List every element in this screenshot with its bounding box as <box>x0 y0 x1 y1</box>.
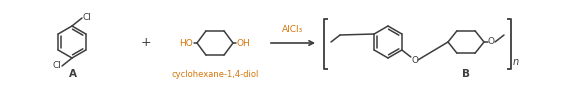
Text: O: O <box>487 37 495 46</box>
Text: A: A <box>69 69 77 79</box>
Text: n: n <box>513 57 519 67</box>
Text: Cl: Cl <box>52 61 61 70</box>
Text: AlCl₃: AlCl₃ <box>283 25 304 34</box>
Text: +: + <box>141 36 152 49</box>
Text: HO: HO <box>179 39 193 48</box>
Text: Cl: Cl <box>83 14 92 23</box>
Text: cyclohexane-1,4-diol: cyclohexane-1,4-diol <box>171 70 259 79</box>
Text: OH: OH <box>237 39 251 48</box>
Text: B: B <box>462 69 470 79</box>
Text: O: O <box>411 56 418 65</box>
